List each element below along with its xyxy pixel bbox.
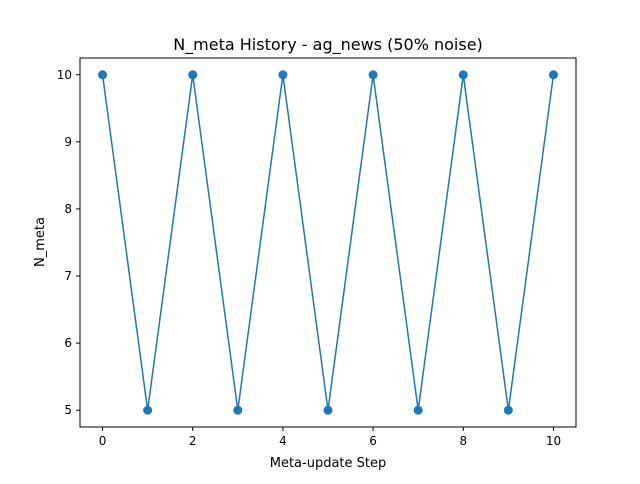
- y-tick-label: 7: [64, 269, 72, 283]
- data-point: [98, 70, 108, 80]
- data-point: [143, 405, 153, 415]
- y-tick-label: 8: [64, 202, 72, 216]
- y-tick-label: 9: [64, 135, 72, 149]
- chart-title: N_meta History - ag_news (50% noise): [173, 35, 483, 55]
- axes-frame: [79, 57, 577, 428]
- y-tick-label: 5: [64, 403, 72, 417]
- plot-area: [98, 70, 558, 415]
- x-tick-label: 10: [546, 434, 561, 448]
- data-point: [323, 405, 333, 415]
- x-tick-label: 0: [99, 434, 107, 448]
- y-axis-ticks: 5 6 7 8 9 10: [57, 68, 80, 417]
- x-axis-label: Meta-update Step: [270, 456, 387, 471]
- x-axis-ticks: 0 2 4 6 8 10: [99, 427, 561, 448]
- data-point: [278, 70, 288, 80]
- data-point: [233, 405, 243, 415]
- y-tick-label: 6: [64, 336, 72, 350]
- x-tick-label: 8: [459, 434, 467, 448]
- data-point: [503, 405, 513, 415]
- data-point: [458, 70, 468, 80]
- y-axis-label: N_meta: [33, 217, 48, 267]
- x-tick-label: 4: [279, 434, 287, 448]
- series-line: [101, 74, 555, 411]
- y-tick-label: 10: [57, 68, 72, 82]
- x-tick-label: 6: [369, 434, 377, 448]
- data-point: [548, 70, 558, 80]
- data-point: [413, 405, 423, 415]
- data-point: [188, 70, 198, 80]
- x-tick-label: 2: [189, 434, 197, 448]
- data-point: [368, 70, 378, 80]
